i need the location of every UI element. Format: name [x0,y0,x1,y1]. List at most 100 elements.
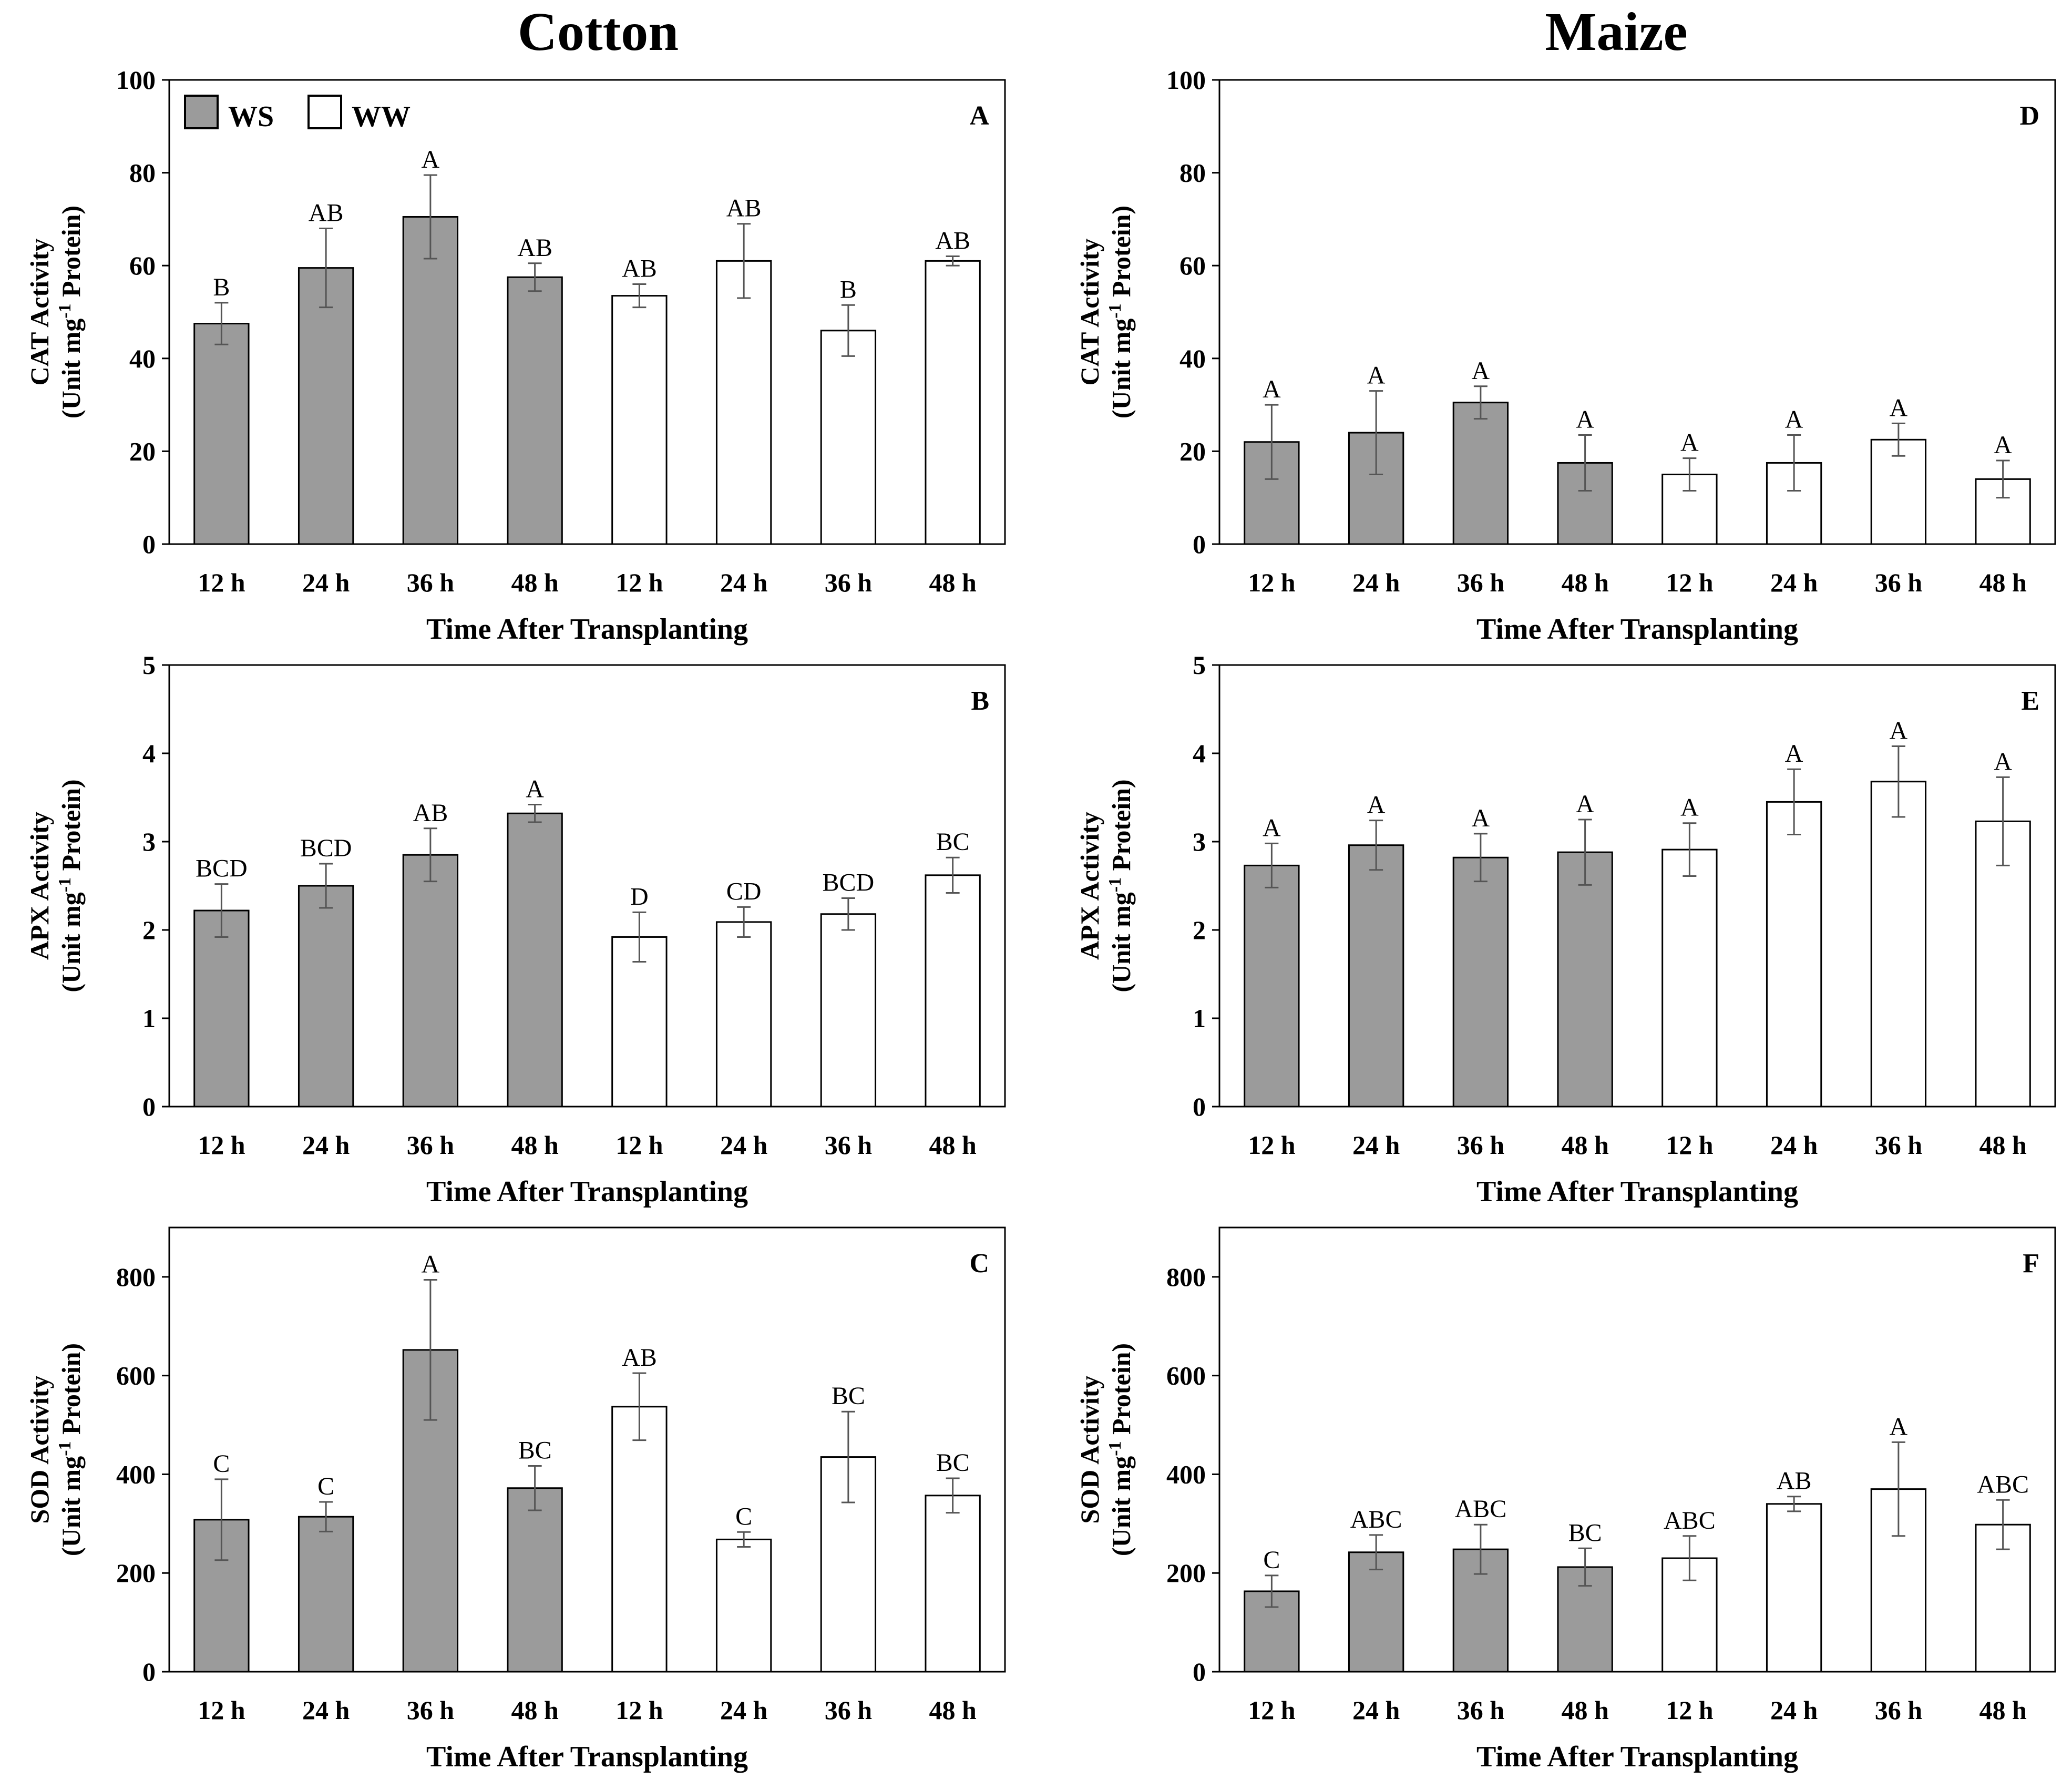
y-tick-label: 40 [129,344,156,373]
x-tick-label: 48 h [1561,1695,1609,1725]
x-tick-label: 24 h [302,1130,350,1160]
significance-letter: A [422,146,440,173]
significance-letter: BCD [196,855,248,883]
bar-ws [507,1487,563,1673]
panel-d: 0 20 40 60 80 100 A 12 h A 24 h A 36 h A 48 h A 12 h A 24… [1075,65,2056,646]
y-tick-label: 60 [1179,251,1206,280]
error-bar [1996,459,2010,499]
error-bar [1996,776,2010,866]
legend-label-ww: WW [352,100,411,133]
y-tick-label: 400 [1166,1459,1206,1489]
x-tick-label: 48 h [1979,1695,2027,1725]
significance-letter: ABC [1455,1495,1507,1523]
bar-ww [820,913,877,1108]
bar-ww [715,921,772,1108]
significance-letter: A [1680,429,1699,457]
panel-letter: F [2023,1249,2039,1278]
error-bar [1473,385,1488,420]
bar-ww [820,330,877,545]
error-bar [946,856,960,894]
bar-ww [925,874,981,1108]
y-axis-label-superscript: -1 [55,1441,75,1456]
x-tick-label: 36 h [825,1130,873,1160]
bar-ws [193,1519,250,1673]
bar-ws [1452,856,1509,1108]
x-tick-label: 12 h [1666,1695,1714,1725]
y-axis-label-part: (Unit mg [56,319,86,418]
x-axis-label: Time After Transplanting [426,613,748,646]
panel-letter: E [2021,686,2039,716]
x-tick-label: 24 h [302,568,350,597]
x-tick-label: 24 h [1352,1130,1400,1160]
significance-letter: A [1263,814,1281,842]
significance-letter: BC [1568,1519,1602,1547]
bar-ww [1870,438,1927,545]
x-tick-label: 12 h [198,568,245,597]
error-bar [632,911,647,963]
y-tick-label: 200 [1166,1558,1206,1588]
x-tick-label: 48 h [1979,568,2027,597]
legend-label-ws: WS [228,100,274,133]
x-tick-label: 48 h [929,568,977,597]
error-bar [319,228,333,309]
bar-ww [1766,1503,1822,1673]
y-axis-label-part: (Unit mg [1106,1456,1136,1556]
significance-letter: C [1263,1546,1280,1574]
significance-letter: B [213,273,230,301]
significance-letter: AB [935,227,970,255]
error-bar [1787,434,1801,492]
significance-letter: A [1785,405,1803,433]
plot-frame [168,1226,1006,1673]
y-tick-label: 4 [142,739,156,768]
significance-letter: ABC [1977,1470,2029,1498]
error-bar [1473,833,1488,883]
y-tick-label: 2 [142,915,156,945]
x-tick-label: 24 h [1352,1695,1400,1725]
y-tick-label: 20 [1179,436,1206,466]
error-bar [1891,1441,1905,1537]
y-axis-label-line1: CAT Activity [1075,238,1104,385]
error-bar [319,1501,333,1532]
y-tick-label: 800 [1166,1262,1206,1292]
bar-ww [715,1538,772,1673]
error-bar [946,255,960,267]
x-tick-label: 12 h [616,568,663,597]
bar-ws [1557,851,1613,1108]
x-tick-label: 36 h [407,1695,455,1725]
error-bar [632,1372,647,1441]
legend-swatch-ww [307,95,342,129]
significance-letter: A [1994,748,2012,775]
x-tick-label: 36 h [407,1130,455,1160]
significance-letter: ABC [1350,1506,1402,1533]
y-axis-label-line1: APX Activity [1075,812,1104,960]
y-axis-label-line2: (Unit mg-1 Protein) [55,206,86,418]
panel-f: 0 200 400 600 800 C 12 h ABC 24 h ABC 36 h BC 48 h AB… [1075,1226,2056,1773]
error-bar [1578,434,1592,492]
x-tick-label: 24 h [1770,1695,1818,1725]
legend-swatch-ws [184,95,219,129]
x-tick-label: 48 h [511,1130,559,1160]
error-bar [1787,768,1801,836]
significance-letter: A [1576,790,1594,818]
y-axis-label-part: Protein) [56,1343,86,1441]
x-tick-label: 36 h [825,1695,873,1725]
error-bar [737,906,751,938]
x-tick-label: 36 h [407,568,455,597]
y-tick-label: 60 [129,251,156,280]
error-bar [214,302,229,345]
legend: WS WW [184,95,411,133]
x-tick-label: 48 h [1561,568,1609,597]
error-bar [528,803,542,823]
panel-letter: C [969,1249,989,1278]
plot-frame [1218,664,2056,1108]
bar-ws [507,812,563,1108]
x-tick-label: 12 h [198,1130,245,1160]
error-bar [319,863,333,909]
error-bar [737,223,751,299]
error-bar [528,262,542,292]
x-tick-label: 24 h [720,568,768,597]
x-tick-label: 48 h [929,1695,977,1725]
y-axis-label-line2: (Unit mg-1 Protein) [55,1343,86,1556]
error-bar [1473,1523,1488,1575]
